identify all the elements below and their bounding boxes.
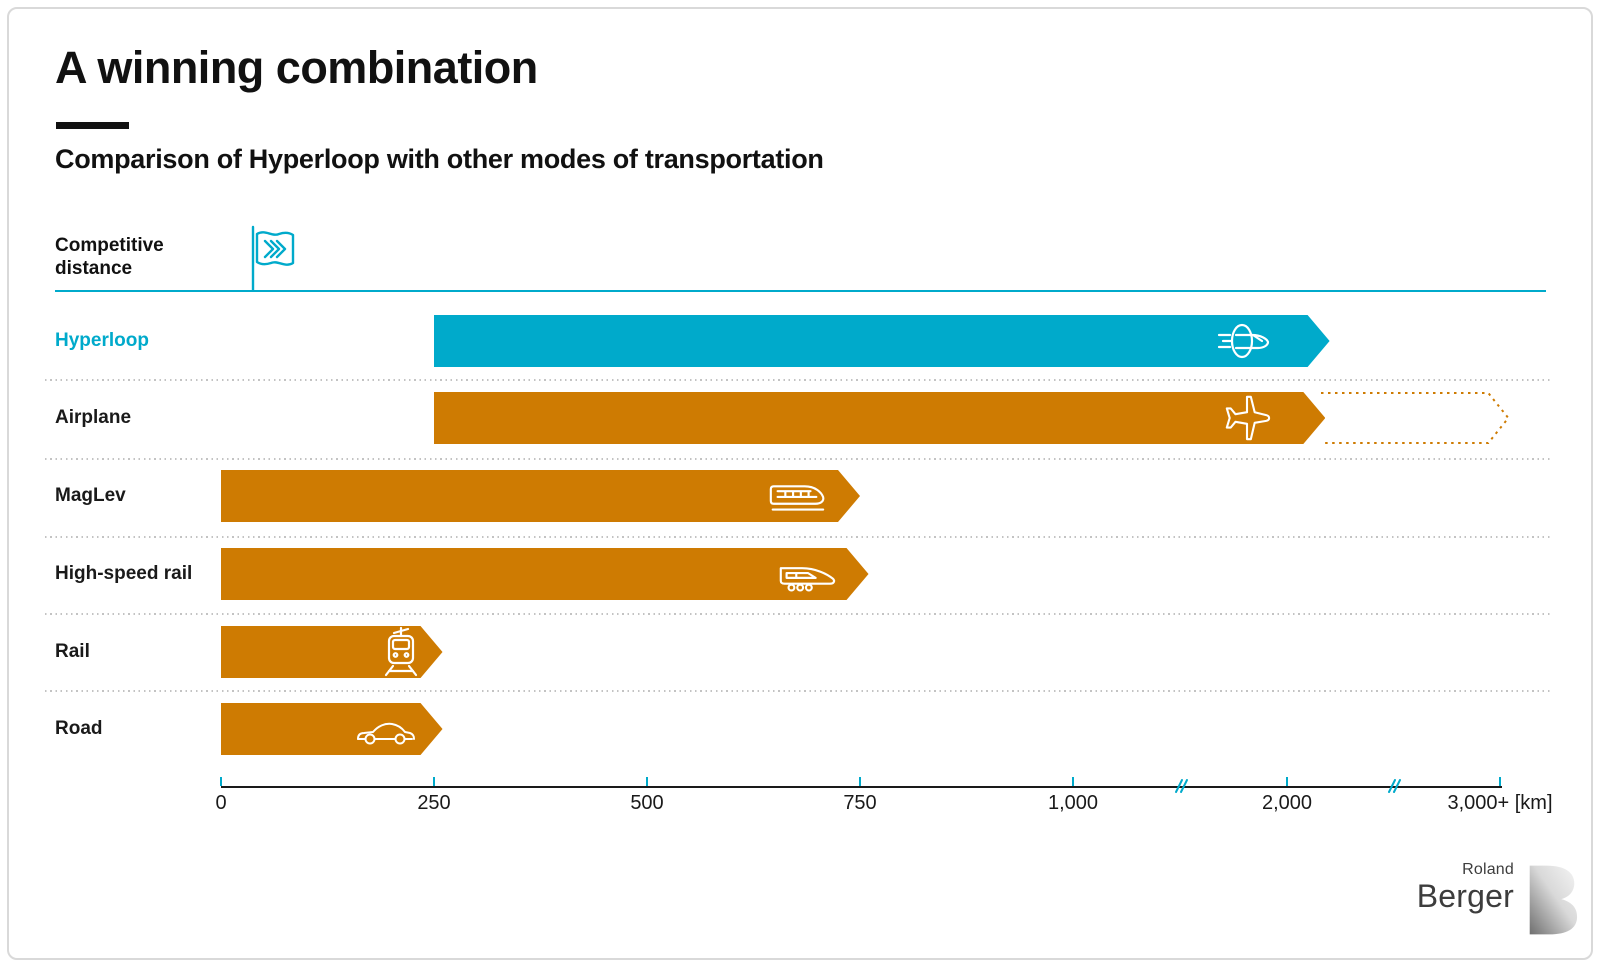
row-separator-1: [45, 379, 1550, 381]
row-separator-3: [45, 536, 1550, 538]
maglev-train-icon: [765, 475, 827, 517]
bar-road: [221, 703, 443, 755]
hyperloop-pod-icon: [1215, 318, 1281, 364]
competitive-distance-label: Competitive distance: [55, 235, 164, 279]
page-subtitle: Comparison of Hyperloop with other modes…: [55, 144, 824, 174]
bar-airplane-dotted-extension: [1321, 392, 1510, 444]
roland-berger-logo: Roland Berger: [1318, 861, 1578, 941]
axis-tick-label-250: 250: [417, 792, 451, 814]
rail-front-icon: [378, 626, 424, 678]
x-axis-line: [221, 786, 1502, 788]
airplane-icon: [1222, 393, 1272, 443]
axis-tick-label-500: 500: [630, 792, 664, 814]
title-underline: [56, 122, 129, 129]
flag-chevrons-icon: [248, 225, 306, 292]
logo-text-berger: Berger: [1416, 878, 1514, 914]
row-label-airplane: Airplane: [55, 407, 132, 428]
axis-tick-750: [859, 777, 861, 786]
high-speed-train-icon: [774, 553, 836, 595]
logo-b-monogram-icon: [1526, 863, 1578, 937]
row-separator-2: [45, 458, 1550, 460]
axis-break-icon-1: [1172, 776, 1190, 796]
axis-tick-250: [433, 777, 435, 786]
row-label-high-speed-rail: High-speed rail: [55, 563, 193, 584]
axis-tick-label-750: 750: [843, 792, 877, 814]
bar-hyperloop: [434, 315, 1330, 367]
axis-tick-label-1000: 1,000: [1047, 792, 1099, 814]
axis-tick-2000: [1286, 777, 1288, 786]
page-title: A winning combination: [55, 42, 538, 93]
bar-airplane: [434, 392, 1325, 444]
row-separator-4: [45, 613, 1550, 615]
axis-break-icon-2: [1385, 776, 1403, 796]
axis-tick-0: [220, 777, 222, 786]
axis-tick-1000: [1072, 777, 1074, 786]
row-label-hyperloop: Hyperloop: [55, 330, 149, 351]
axis-tick-500: [646, 777, 648, 786]
row-label-rail: Rail: [55, 641, 90, 662]
bar-high-speed-rail: [221, 548, 869, 600]
axis-tick-3000: [1499, 777, 1501, 786]
axis-tick-label-3000: 3,000+ [km]: [1447, 792, 1553, 814]
axis-tick-label-0: 0: [215, 792, 227, 814]
row-separator-5: [45, 690, 1550, 692]
row-label-road: Road: [55, 718, 103, 739]
logo-text-roland: Roland: [1462, 861, 1514, 878]
row-label-maglev: MagLev: [55, 485, 126, 506]
competitive-distance-line: [55, 290, 1546, 292]
bar-rail: [221, 626, 443, 678]
bar-maglev: [221, 470, 860, 522]
axis-tick-label-2000: 2,000: [1261, 792, 1313, 814]
car-icon: [355, 712, 415, 746]
